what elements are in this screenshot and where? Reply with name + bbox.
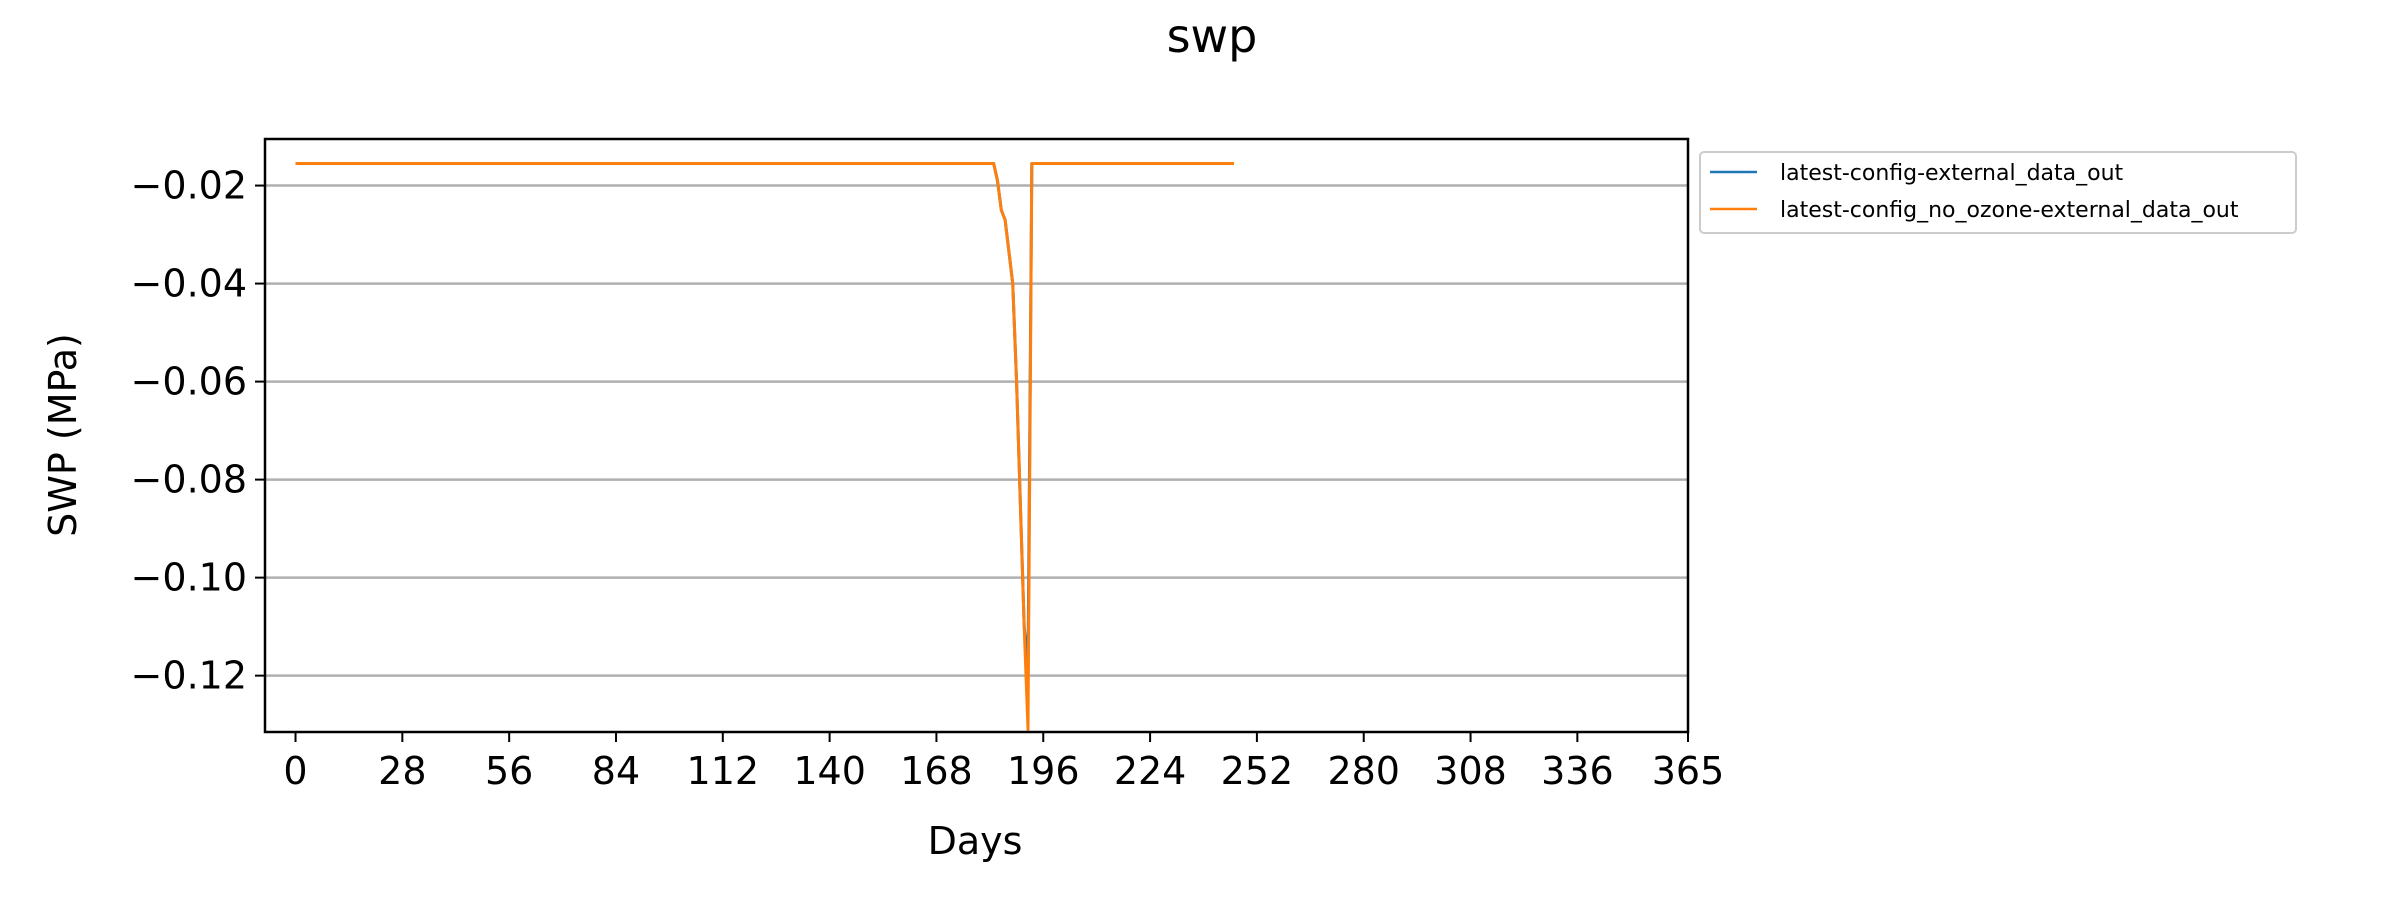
chart-title: swp xyxy=(1167,9,1258,63)
x-tick-label-6: 168 xyxy=(900,749,973,793)
x-tick-label-12: 336 xyxy=(1541,749,1614,793)
x-tick-label-5: 140 xyxy=(793,749,866,793)
x-tick-label-0: 0 xyxy=(283,749,307,793)
x-tick-label-7: 196 xyxy=(1007,749,1080,793)
x-axis: 0 28 56 84 112 140 168 196 224 252 280 308 336 365 xyxy=(283,732,1724,793)
y-axis: −0.02 −0.04 −0.06 −0.08 −0.10 −0.12 xyxy=(131,164,265,698)
series-line-2 xyxy=(295,162,1235,732)
y-tick-label-5: −0.12 xyxy=(131,654,247,698)
x-tick-label-11: 308 xyxy=(1434,749,1507,793)
legend-frame xyxy=(1699,151,2297,234)
x-tick-label-9: 252 xyxy=(1221,749,1294,793)
x-tick-label-8: 224 xyxy=(1114,749,1187,793)
legend-label-series-2: latest-config_no_ozone-external_data_out xyxy=(1780,198,2239,223)
legend: latest-config-external_data_out latest-c… xyxy=(1699,151,2297,234)
y-tick-label-1: −0.04 xyxy=(131,262,247,306)
x-tick-label-3: 84 xyxy=(592,749,640,793)
x-tick-label-4: 112 xyxy=(687,749,760,793)
y-axis-label: SWP (MPa) xyxy=(41,333,85,537)
y-tick-label-3: −0.08 xyxy=(131,458,247,502)
y-tick-label-0: −0.02 xyxy=(131,164,247,208)
plot-frame xyxy=(263,137,1690,734)
legend-label-series-1: latest-config-external_data_out xyxy=(1780,161,2124,186)
x-tick-label-2: 56 xyxy=(485,749,533,793)
x-axis-label: Days xyxy=(928,819,1023,863)
y-tick-label-2: −0.06 xyxy=(131,360,247,404)
x-tick-label-10: 280 xyxy=(1327,749,1400,793)
series-layer xyxy=(295,162,1235,732)
x-tick-label-1: 28 xyxy=(378,749,426,793)
series-line-1 xyxy=(295,162,1235,668)
y-tick-label-4: −0.10 xyxy=(131,556,247,600)
grid-layer xyxy=(265,184,1688,677)
x-tick-label-13: 365 xyxy=(1652,749,1725,793)
